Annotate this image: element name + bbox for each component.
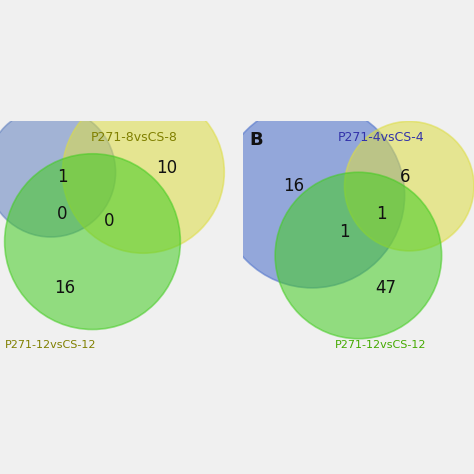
- Text: P271-4vsCS-4: P271-4vsCS-4: [338, 131, 425, 144]
- Text: 10: 10: [156, 159, 177, 177]
- Text: 1: 1: [339, 223, 350, 241]
- Circle shape: [0, 108, 116, 237]
- Text: 6: 6: [400, 168, 410, 186]
- Text: 16: 16: [283, 177, 304, 195]
- Circle shape: [5, 154, 180, 329]
- Text: 1: 1: [57, 168, 68, 186]
- Text: P271-12vsCS-12: P271-12vsCS-12: [5, 340, 96, 350]
- Circle shape: [345, 121, 474, 251]
- Text: B: B: [250, 131, 264, 149]
- Text: 0: 0: [57, 205, 68, 223]
- Text: 1: 1: [376, 205, 387, 223]
- Circle shape: [219, 103, 405, 288]
- Text: 47: 47: [375, 279, 397, 297]
- Text: 0: 0: [103, 212, 114, 230]
- Circle shape: [63, 91, 224, 253]
- Text: 16: 16: [54, 279, 75, 297]
- Text: P271-8vsCS-8: P271-8vsCS-8: [91, 131, 178, 144]
- Circle shape: [275, 172, 442, 339]
- Text: P271-12vsCS-12: P271-12vsCS-12: [335, 340, 427, 350]
